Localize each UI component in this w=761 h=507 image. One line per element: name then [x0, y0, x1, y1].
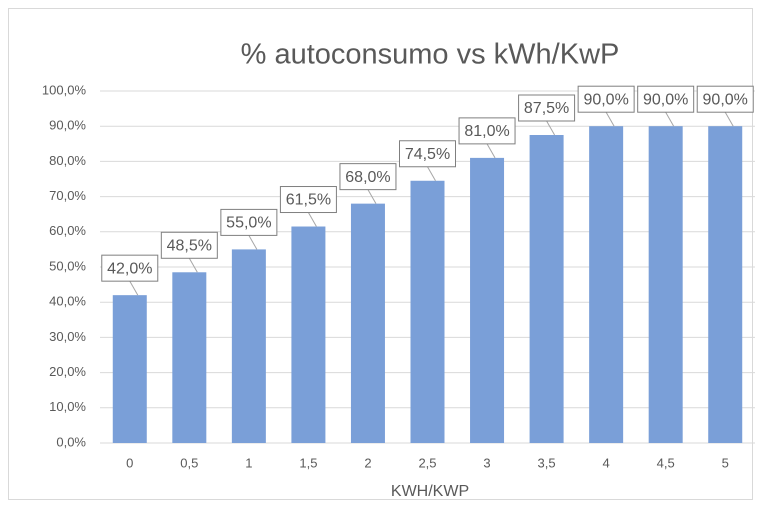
x-tick-label: 4,5	[657, 455, 675, 470]
y-tick-label: 10,0%	[49, 399, 86, 414]
leader-line	[724, 111, 734, 127]
y-tick-label: 90,0%	[49, 118, 86, 133]
leader-line	[605, 111, 615, 127]
value-label: 42,0%	[107, 260, 152, 277]
leader-line	[367, 189, 377, 204]
y-tick-label: 20,0%	[49, 364, 86, 379]
leader-line	[665, 111, 675, 127]
value-label-box	[696, 85, 754, 113]
bar	[410, 180, 445, 443]
y-tick-label: 60,0%	[49, 223, 86, 238]
y-tick-label: 70,0%	[49, 188, 86, 203]
chart-title: % autoconsumo vs kWh/KwP	[241, 39, 620, 71]
y-tick-label: 100,0%	[42, 82, 87, 97]
value-label: 61,5%	[286, 192, 331, 209]
x-tick-label: 2,5	[418, 455, 436, 470]
value-label-box	[339, 163, 397, 191]
y-tick-label: 50,0%	[49, 258, 86, 273]
bar	[708, 126, 743, 443]
leader-line	[248, 235, 258, 250]
bar	[291, 226, 326, 443]
value-label: 90,0%	[643, 91, 688, 108]
bar	[648, 126, 683, 443]
y-tick-label: 80,0%	[49, 153, 86, 168]
leader-line	[546, 120, 556, 136]
bar	[172, 272, 207, 443]
bar	[112, 295, 147, 443]
value-label-box	[101, 254, 159, 282]
leader-line	[307, 212, 317, 227]
leader-line	[188, 258, 198, 273]
x-tick-label: 0	[126, 455, 133, 470]
leader-line	[427, 166, 436, 182]
value-label: 74,5%	[405, 146, 450, 163]
x-tick-label: 1,5	[299, 455, 317, 470]
x-tick-label: 5	[722, 455, 729, 470]
value-label-box	[577, 85, 635, 113]
x-tick-label: 2	[364, 455, 371, 470]
bar	[589, 126, 624, 443]
value-label-box	[458, 117, 516, 145]
value-label-box	[399, 140, 456, 168]
bar	[231, 249, 266, 443]
x-tick-label: 3,5	[538, 455, 556, 470]
y-tick-label: 30,0%	[49, 329, 86, 344]
leader-line	[486, 143, 496, 159]
value-label: 55,0%	[226, 215, 271, 232]
value-label: 90,0%	[583, 91, 628, 108]
bar	[350, 203, 385, 443]
value-label-box	[220, 208, 278, 236]
value-label: 90,0%	[703, 91, 748, 108]
x-tick-label: 0,5	[180, 455, 198, 470]
y-tick-label: 40,0%	[49, 294, 86, 309]
value-label-box	[637, 85, 695, 113]
value-label-box	[160, 231, 218, 259]
x-tick-label: 3	[483, 455, 490, 470]
x-tick-label: 4	[603, 455, 610, 470]
value-label-box	[518, 94, 576, 122]
leader-line	[129, 280, 139, 296]
x-tick-label: 1	[245, 455, 252, 470]
y-tick-label: 0,0%	[56, 434, 86, 449]
value-label: 87,5%	[524, 100, 569, 117]
value-label-box	[279, 186, 337, 214]
value-label: 68,0%	[345, 169, 390, 186]
value-label: 81,0%	[464, 123, 509, 140]
x-axis-label: KWH/KWP	[391, 483, 469, 500]
bar	[470, 157, 505, 443]
bar	[529, 135, 564, 443]
value-label: 48,5%	[167, 237, 212, 254]
